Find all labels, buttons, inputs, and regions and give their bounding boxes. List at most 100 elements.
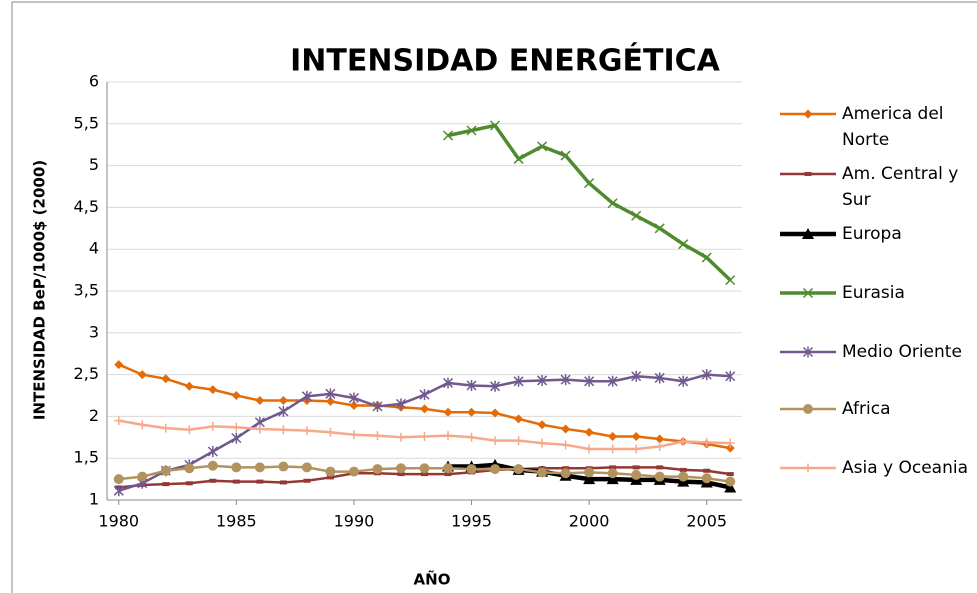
marker <box>607 468 618 479</box>
marker <box>325 388 336 400</box>
x-tick-label: 2005 <box>686 512 727 531</box>
marker <box>372 431 382 441</box>
marker <box>114 416 124 426</box>
marker <box>419 463 430 474</box>
y-tick-label: 5 <box>89 155 99 174</box>
marker <box>161 423 171 433</box>
marker <box>725 370 736 382</box>
marker <box>609 465 617 470</box>
marker <box>419 389 430 401</box>
marker <box>444 472 452 477</box>
marker <box>255 424 265 434</box>
marker <box>537 420 547 430</box>
x-axis-label: AÑO <box>414 570 451 589</box>
marker <box>725 438 735 448</box>
marker <box>724 481 737 493</box>
marker <box>678 471 689 482</box>
marker <box>490 120 501 131</box>
marker <box>631 469 642 480</box>
marker <box>490 408 500 418</box>
marker <box>137 471 148 482</box>
legend-label: Africa <box>842 399 891 419</box>
marker <box>701 369 712 381</box>
marker <box>278 396 288 406</box>
marker <box>349 401 359 411</box>
marker <box>302 426 312 436</box>
marker <box>208 385 218 395</box>
marker <box>279 480 287 485</box>
y-tick-label: 1 <box>89 490 99 509</box>
legend-label: Medio Oriente <box>842 342 962 362</box>
marker <box>466 379 477 391</box>
marker <box>395 463 406 474</box>
marker <box>231 391 241 400</box>
y-tick-label: 3 <box>89 322 99 341</box>
marker <box>537 141 548 152</box>
marker <box>420 404 429 414</box>
marker <box>467 407 477 417</box>
legend-label: Eurasia <box>842 283 905 303</box>
marker <box>395 398 407 410</box>
y-tick-label: 4,5 <box>74 197 99 216</box>
marker <box>303 478 311 483</box>
marker <box>442 130 454 141</box>
marker <box>420 431 429 441</box>
y-tick-label: 2 <box>89 406 99 425</box>
marker <box>703 468 711 473</box>
y-tick-label: 1,5 <box>74 448 99 467</box>
marker <box>514 436 524 446</box>
legend-label: Asia y Oceania <box>842 458 969 478</box>
marker <box>207 446 218 458</box>
marker <box>802 228 814 239</box>
y-tick-label: 4 <box>89 239 99 258</box>
marker <box>584 375 595 387</box>
marker <box>632 465 640 470</box>
y-tick-label: 2,5 <box>74 364 99 383</box>
y-tick-label: 5,5 <box>74 113 99 132</box>
marker <box>655 441 665 451</box>
marker <box>207 460 218 471</box>
marker <box>421 472 428 477</box>
marker <box>607 375 618 387</box>
marker <box>301 390 312 402</box>
marker <box>654 471 665 482</box>
marker <box>490 464 501 475</box>
marker <box>608 431 618 441</box>
marker <box>372 464 383 475</box>
marker <box>803 404 813 414</box>
marker <box>184 381 194 391</box>
marker <box>678 239 689 250</box>
series-line <box>447 123 732 282</box>
marker <box>537 374 548 386</box>
marker <box>325 396 335 406</box>
marker <box>584 467 595 478</box>
marker <box>631 444 641 454</box>
marker <box>725 476 736 487</box>
marker <box>443 431 453 441</box>
marker <box>803 463 813 473</box>
marker <box>678 436 688 446</box>
y-tick-label: 6 <box>89 72 99 91</box>
marker <box>656 465 664 470</box>
y-tick-label: 3,5 <box>74 281 99 300</box>
marker <box>184 425 194 435</box>
marker <box>137 370 147 380</box>
marker <box>348 392 359 404</box>
marker <box>702 437 712 447</box>
marker <box>256 479 264 484</box>
x-tick-label: 1980 <box>98 512 139 531</box>
marker <box>802 287 814 299</box>
marker <box>137 420 147 430</box>
marker <box>679 467 687 472</box>
marker <box>654 372 665 384</box>
marker <box>278 405 289 417</box>
marker <box>608 444 618 454</box>
marker <box>701 473 712 484</box>
marker <box>802 346 814 358</box>
marker <box>655 434 665 444</box>
marker <box>325 427 335 437</box>
marker <box>490 436 500 446</box>
x-tick-label: 1990 <box>334 512 375 531</box>
marker <box>113 474 124 485</box>
